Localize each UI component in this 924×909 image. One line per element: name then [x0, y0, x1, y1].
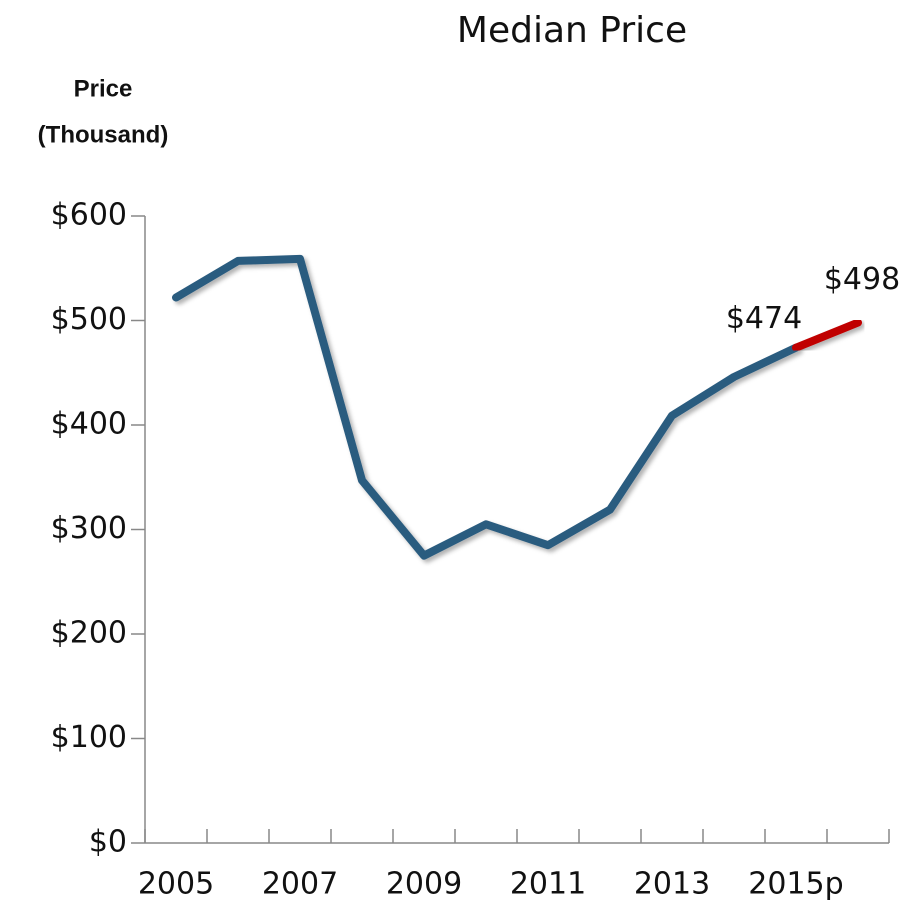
y-tick-label: $100: [51, 720, 127, 755]
y-tick-label: $300: [51, 511, 127, 546]
y-axis-label: Price: [74, 75, 133, 102]
y-tick-label: $500: [51, 302, 127, 337]
x-tick-label: 2009: [386, 867, 462, 902]
x-tick-label: 2015p: [748, 867, 843, 902]
x-tick-label: 2007: [262, 867, 338, 902]
y-tick-label: $0: [89, 825, 127, 860]
x-tick-label: 2011: [510, 867, 586, 902]
data-label: $474: [726, 301, 802, 336]
line: [172, 254, 800, 560]
y-tick-label: $200: [51, 616, 127, 651]
y-tick-label: $400: [51, 407, 127, 442]
data-label: $498: [824, 262, 900, 297]
y-tick-label: $600: [51, 198, 127, 233]
chart-title: Median Price: [457, 10, 687, 51]
x-tick-label: 2005: [138, 867, 214, 902]
forecast-line: [792, 318, 862, 352]
x-tick-label: 2013: [634, 867, 710, 902]
y-axis-label: (Thousand): [38, 121, 169, 148]
